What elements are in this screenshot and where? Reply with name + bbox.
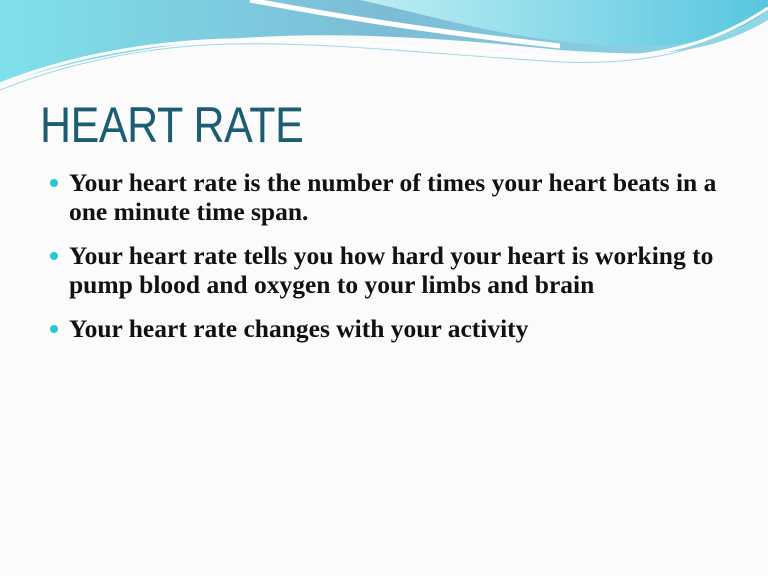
bullet-list: Your heart rate is the number of times y… bbox=[0, 168, 768, 358]
bullet-item: Your heart rate changes with your activi… bbox=[0, 314, 719, 343]
bullet-dot-icon bbox=[50, 179, 58, 187]
bullet-dot-icon bbox=[50, 325, 58, 333]
bullet-item: Your heart rate tells you how hard your … bbox=[0, 241, 719, 299]
bullet-text: Your heart rate tells you how hard your … bbox=[69, 241, 714, 299]
bullet-item: Your heart rate is the number of times y… bbox=[0, 168, 719, 226]
bullet-dot-icon bbox=[50, 252, 58, 260]
bullet-text: Your heart rate is the number of times y… bbox=[69, 168, 717, 226]
slide-title: HEART RATE bbox=[40, 97, 304, 153]
bullet-text: Your heart rate changes with your activi… bbox=[69, 314, 529, 343]
header-wave-decoration bbox=[0, 0, 768, 90]
